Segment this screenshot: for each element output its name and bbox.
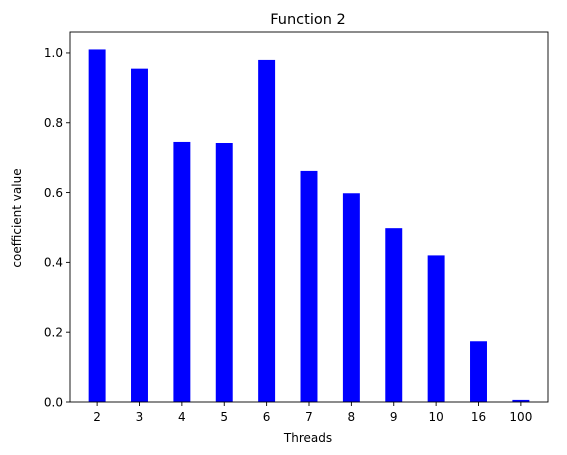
x-tick-label: 3 <box>136 410 144 424</box>
bar-7 <box>301 171 318 402</box>
y-tick-label: 0.2 <box>44 325 63 339</box>
x-tick-label: 6 <box>263 410 271 424</box>
bar-10 <box>428 255 445 402</box>
bar-6 <box>258 60 275 402</box>
x-axis-label: Threads <box>283 431 332 445</box>
x-tick-label: 16 <box>471 410 486 424</box>
y-tick-label: 1.0 <box>44 46 63 60</box>
y-tick-label: 0.8 <box>44 116 63 130</box>
y-tick-label: 0.6 <box>44 186 63 200</box>
bar-9 <box>385 228 402 402</box>
x-tick-label: 9 <box>390 410 398 424</box>
x-tick-label: 7 <box>305 410 313 424</box>
y-tick-label: 0.4 <box>44 256 63 270</box>
x-tick-label: 8 <box>348 410 356 424</box>
y-tick-label: 0.0 <box>44 395 63 409</box>
bar-2 <box>89 49 106 402</box>
bar-16 <box>470 341 487 402</box>
y-axis-label: coefficient value <box>10 168 24 267</box>
x-tick-label: 4 <box>178 410 186 424</box>
bar-4 <box>173 142 190 402</box>
x-tick-label: 5 <box>220 410 228 424</box>
bar-3 <box>131 69 148 402</box>
x-tick-label: 10 <box>428 410 443 424</box>
x-tick-label: 2 <box>93 410 101 424</box>
bar-8 <box>343 193 360 402</box>
chart-title: Function 2 <box>270 12 346 28</box>
x-tick-label: 100 <box>509 410 532 424</box>
bar-5 <box>216 143 233 402</box>
